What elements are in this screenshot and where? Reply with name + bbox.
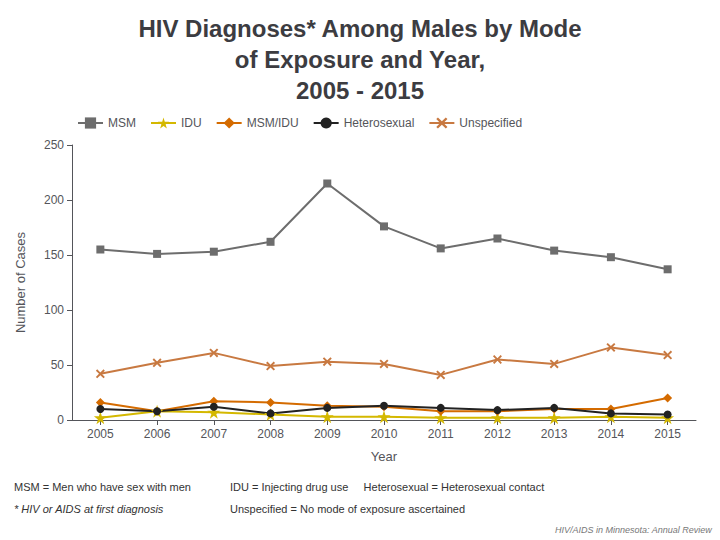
svg-text:Unspecified: Unspecified — [459, 116, 522, 130]
svg-text:0: 0 — [57, 413, 64, 427]
svg-text:MSM/IDU: MSM/IDU — [247, 116, 299, 130]
svg-text:IDU = Injecting drug use H: IDU = Injecting drug use Heterosexual = … — [230, 481, 544, 493]
svg-text:MSM = Men who have sex with me: MSM = Men who have sex with men — [14, 481, 191, 493]
svg-text:2013: 2013 — [541, 427, 568, 441]
svg-text:2015: 2015 — [654, 427, 681, 441]
svg-text:100: 100 — [44, 303, 64, 317]
svg-text:2014: 2014 — [598, 427, 625, 441]
svg-text:Year: Year — [371, 449, 398, 464]
svg-text:50: 50 — [51, 358, 65, 372]
svg-text:150: 150 — [44, 248, 64, 262]
svg-text:200: 200 — [44, 193, 64, 207]
svg-text:2007: 2007 — [200, 427, 227, 441]
svg-text:of Exposure and Year,: of Exposure and Year, — [235, 46, 485, 73]
svg-text:2005: 2005 — [87, 427, 114, 441]
svg-text:2009: 2009 — [314, 427, 341, 441]
svg-text:MSM: MSM — [108, 116, 136, 130]
svg-text:2008: 2008 — [257, 427, 284, 441]
svg-text:HIV/AIDS in Minnesota: Annual: HIV/AIDS in Minnesota: Annual Review — [555, 525, 712, 535]
svg-text:2010: 2010 — [371, 427, 398, 441]
svg-text:2006: 2006 — [144, 427, 171, 441]
svg-text:2011: 2011 — [428, 427, 454, 441]
svg-text:IDU: IDU — [181, 116, 202, 130]
svg-text:250: 250 — [44, 138, 64, 152]
svg-text:Number of Cases: Number of Cases — [13, 231, 28, 333]
svg-text:* HIV or AIDS at first diagnos: * HIV or AIDS at first diagnosis — [14, 503, 164, 515]
svg-text:HIV Diagnoses* Among Males by: HIV Diagnoses* Among Males by Mode — [138, 15, 581, 42]
svg-text:2005 - 2015: 2005 - 2015 — [296, 77, 424, 104]
svg-text:Unspecified = No mode of expos: Unspecified = No mode of exposure ascert… — [230, 503, 465, 515]
svg-text:2012: 2012 — [484, 427, 511, 441]
svg-text:Heterosexual: Heterosexual — [344, 116, 415, 130]
